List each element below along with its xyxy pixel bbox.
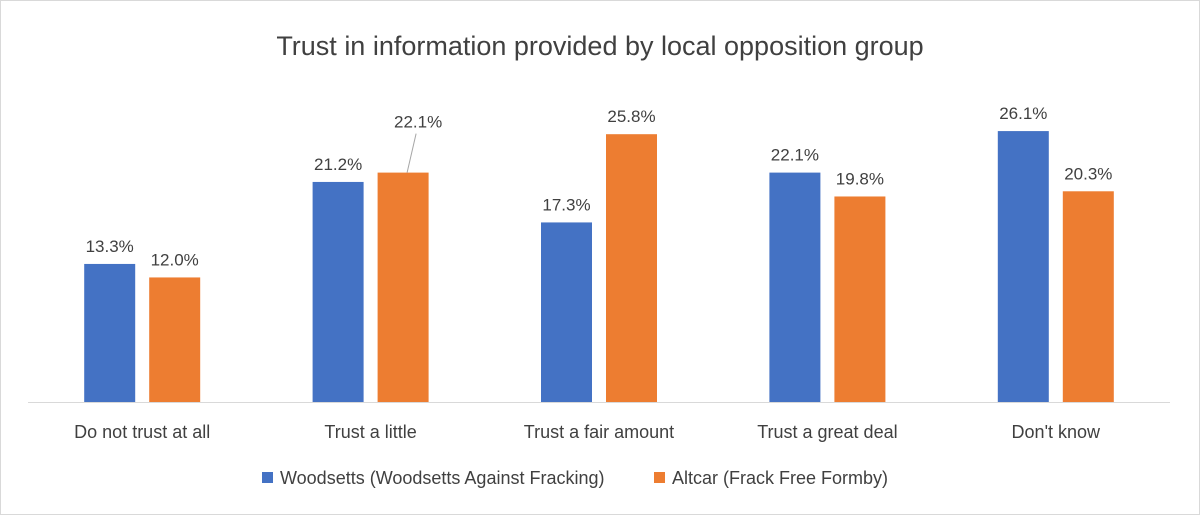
data-label: 19.8% (836, 169, 884, 188)
legend: Woodsetts (Woodsetts Against Fracking) Al… (262, 468, 888, 488)
data-label: 17.3% (542, 195, 590, 214)
category-label: Trust a little (324, 422, 416, 442)
data-label: 21.2% (314, 155, 362, 174)
category-label: Do not trust at all (74, 422, 210, 442)
bar-woodsetts (312, 181, 364, 402)
bar-woodsetts (84, 263, 136, 402)
chart-title: Trust in information provided by local o… (276, 31, 923, 61)
data-label: 26.1% (999, 104, 1047, 123)
category-label: Trust a fair amount (524, 422, 674, 442)
bar-altcar (1062, 191, 1114, 402)
bar-altcar (834, 196, 886, 402)
bar-altcar (606, 134, 657, 403)
bar-woodsetts (769, 172, 821, 402)
data-label: 13.3% (86, 237, 134, 256)
category-label: Trust a great deal (757, 422, 897, 442)
data-label: 25.8% (607, 107, 655, 126)
data-label: 12.0% (151, 250, 199, 269)
data-label: 22.1% (394, 113, 442, 132)
legend-swatch (654, 472, 665, 483)
data-label: 22.1% (771, 146, 819, 165)
bar-altcar (149, 277, 201, 402)
category-label: Don't know (1012, 422, 1101, 442)
legend-swatch (262, 472, 273, 483)
bar-woodsetts (997, 131, 1049, 402)
legend-label: Woodsetts (Woodsetts Against Fracking) (280, 468, 604, 488)
data-label: 20.3% (1064, 164, 1112, 183)
leader-line (406, 133, 417, 173)
bar-altcar (377, 172, 429, 402)
legend-label: Altcar (Frack Free Formby) (672, 468, 888, 488)
bar-woodsetts (541, 222, 592, 402)
